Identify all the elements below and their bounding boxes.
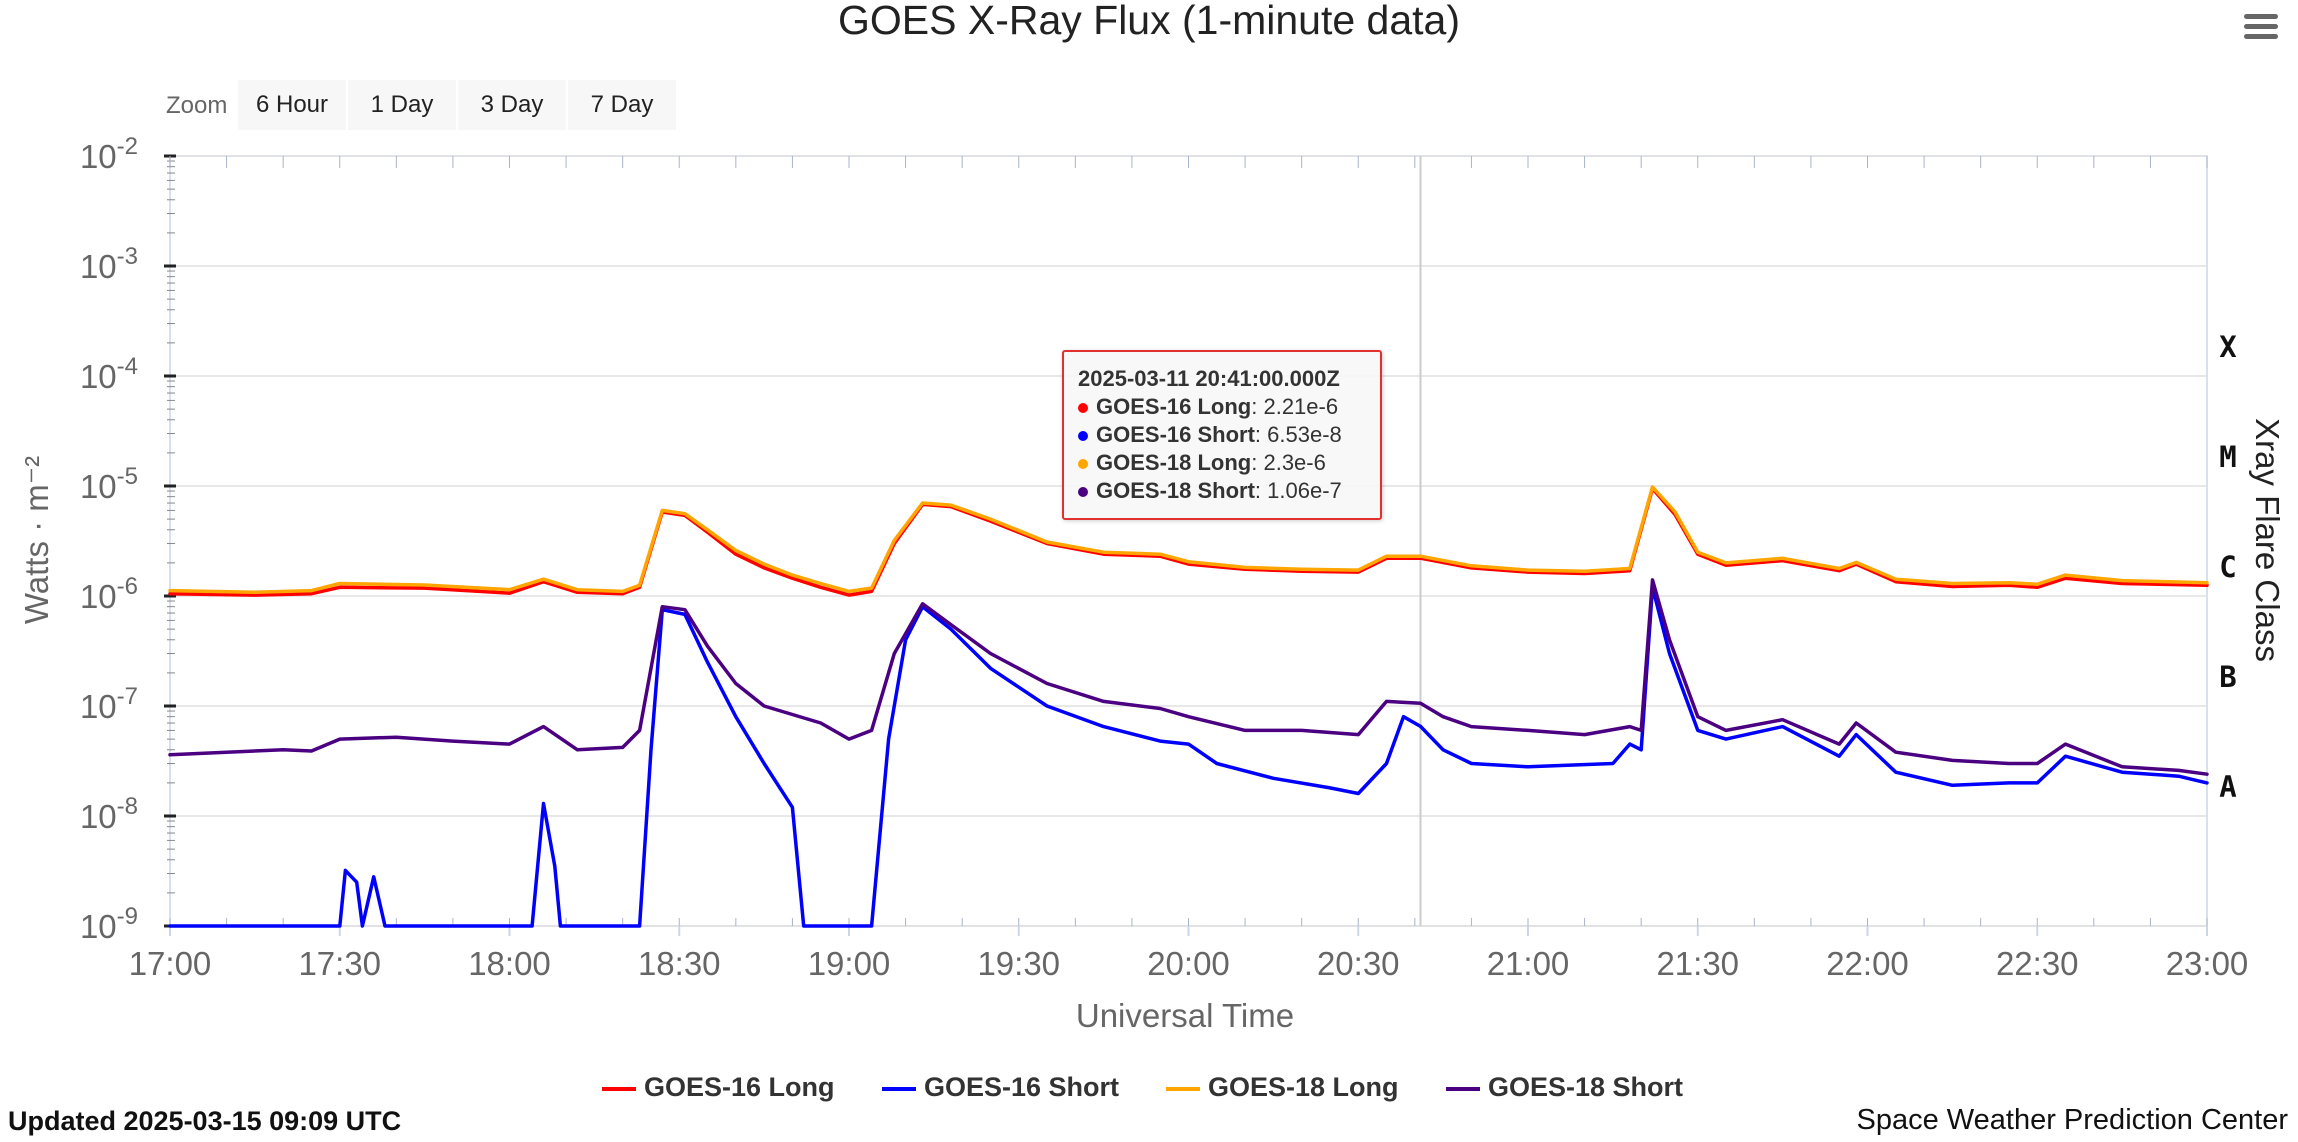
- x-tick-label: 17:30: [298, 945, 381, 982]
- y-tick-label: 10-7: [80, 683, 138, 725]
- plot-border: [169, 155, 2208, 927]
- flare-class-label: X: [2219, 330, 2237, 364]
- flare-class-label: A: [2219, 770, 2236, 804]
- legend-line-icon: [1166, 1087, 1200, 1091]
- series-line-goes-18-short: [168, 578, 2209, 776]
- tooltip-series-value: : 2.21e-6: [1251, 394, 1339, 419]
- y-tick-label: 10-5: [80, 463, 138, 505]
- data-tooltip: 2025-03-11 20:41:00.000Z GOES-16 Long: 2…: [1062, 350, 1382, 520]
- y-tick-label: 10-6: [80, 573, 138, 615]
- series-dot-icon: [1078, 431, 1088, 442]
- grid-lines: [169, 155, 2208, 927]
- axes: 10-2 10-3 10-4 10-5 10-6 10-7 10-8 10-917:00 17:…: [80, 133, 2248, 982]
- flare-class-label: B: [2219, 660, 2236, 694]
- y-tick-label: 10-4: [80, 353, 138, 395]
- tooltip-series-name: GOES-16 Short: [1096, 422, 1255, 447]
- tooltip-row: GOES-16 Long: 2.21e-6: [1078, 394, 1338, 420]
- series-line-goes-16-long: [168, 486, 2209, 597]
- chart-title: GOES X-Ray Flux (1-minute data): [838, 0, 1460, 43]
- x-tick-label: 18:30: [638, 945, 721, 982]
- series-dot-icon: [1078, 459, 1088, 470]
- tooltip-row: GOES-18 Short: 1.06e-7: [1078, 478, 1342, 504]
- zoom-1-day-button[interactable]: 1 Day: [348, 80, 456, 130]
- x-tick-label: 21:00: [1487, 945, 1570, 982]
- series-line-goes-18-long: [168, 485, 2209, 595]
- tooltip-row: GOES-16 Short: 6.53e-8: [1078, 422, 1342, 448]
- tooltip-series-value: : 1.06e-7: [1254, 478, 1342, 503]
- series-dot-icon: [1078, 403, 1088, 414]
- menu-bar: [2244, 34, 2278, 39]
- tooltip-series-name: GOES-18 Long: [1096, 450, 1252, 475]
- y-tick-label: 10-8: [80, 793, 138, 835]
- tooltip-series-name: GOES-18 Short: [1096, 478, 1255, 503]
- y-tick-label: 10-9: [80, 903, 138, 945]
- tooltip-series-value: : 2.3e-6: [1251, 450, 1326, 475]
- tooltip-series-value: : 6.53e-8: [1254, 422, 1342, 447]
- y-tick-label: 10-2: [80, 133, 138, 175]
- x-axis-title: Universal Time: [1076, 997, 1294, 1034]
- updated-timestamp: Updated 2025-03-15 09:09 UTC: [8, 1106, 402, 1136]
- x-tick-label: 21:30: [1656, 945, 1739, 982]
- menu-bar: [2244, 24, 2278, 29]
- menu-bar: [2244, 14, 2278, 19]
- x-tick-label: 22:00: [1826, 945, 1909, 982]
- x-tick-label: 17:00: [129, 945, 212, 982]
- series-dot-icon: [1078, 487, 1088, 498]
- credit-text: Space Weather Prediction Center: [1856, 1104, 2288, 1136]
- flare-class-axis-title: Xray Flare Class: [2249, 418, 2286, 662]
- zoom-3-day-button[interactable]: 3 Day: [458, 80, 566, 130]
- tooltip-series-name: GOES-16 Long: [1096, 394, 1252, 419]
- legend-line-icon: [1446, 1087, 1480, 1091]
- zoom-6-hour-button[interactable]: 6 Hour: [238, 80, 346, 130]
- legend-label: GOES-16 Long: [644, 1072, 835, 1102]
- legend-line-icon: [882, 1087, 916, 1091]
- series-line-goes-16-short: [168, 585, 2209, 928]
- x-tick-label: 22:30: [1996, 945, 2079, 982]
- y-tick-label: 10-3: [80, 243, 138, 285]
- x-tick-label: 23:00: [2166, 945, 2249, 982]
- x-tick-label: 18:00: [468, 945, 551, 982]
- hamburger-icon[interactable]: [2238, 6, 2286, 50]
- plot-area[interactable]: [168, 485, 2209, 928]
- legend-label: GOES-18 Long: [1208, 1072, 1399, 1102]
- zoom-label: Zoom: [166, 92, 228, 119]
- legend-line-icon: [602, 1087, 636, 1091]
- tooltip-row: GOES-18 Long: 2.3e-6: [1078, 450, 1326, 476]
- tooltip-timestamp: 2025-03-11 20:41:00.000Z: [1078, 366, 1340, 391]
- flare-class-label: M: [2219, 440, 2236, 474]
- legend-label: GOES-16 Short: [924, 1072, 1120, 1102]
- y-axis-title: Watts · m⁻²: [18, 456, 55, 624]
- x-tick-label: 19:00: [808, 945, 891, 982]
- x-tick-label: 20:00: [1147, 945, 1230, 982]
- x-tick-label: 20:30: [1317, 945, 1400, 982]
- zoom-7-day-button[interactable]: 7 Day: [568, 80, 676, 130]
- x-tick-label: 19:30: [977, 945, 1060, 982]
- flare-class-label: C: [2219, 550, 2236, 584]
- legend-label: GOES-18 Short: [1488, 1072, 1684, 1102]
